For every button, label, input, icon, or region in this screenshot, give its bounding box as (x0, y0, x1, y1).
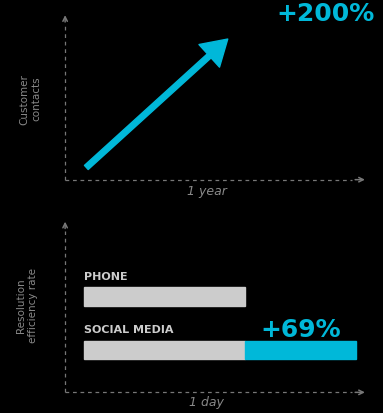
Text: +69%: +69% (260, 318, 341, 342)
Text: Resolution
efficiency rate: Resolution efficiency rate (16, 268, 38, 343)
Text: 1 day: 1 day (189, 396, 224, 409)
Text: SOCIAL MEDIA: SOCIAL MEDIA (84, 325, 174, 335)
Text: PHONE: PHONE (84, 272, 128, 282)
Text: 1 year: 1 year (187, 185, 227, 198)
Bar (84, 287, 245, 306)
Bar (245, 341, 356, 359)
Text: Customer
contacts: Customer contacts (20, 74, 41, 125)
FancyArrowPatch shape (84, 39, 228, 169)
Bar (84, 341, 245, 359)
Text: +200%: +200% (277, 2, 375, 26)
